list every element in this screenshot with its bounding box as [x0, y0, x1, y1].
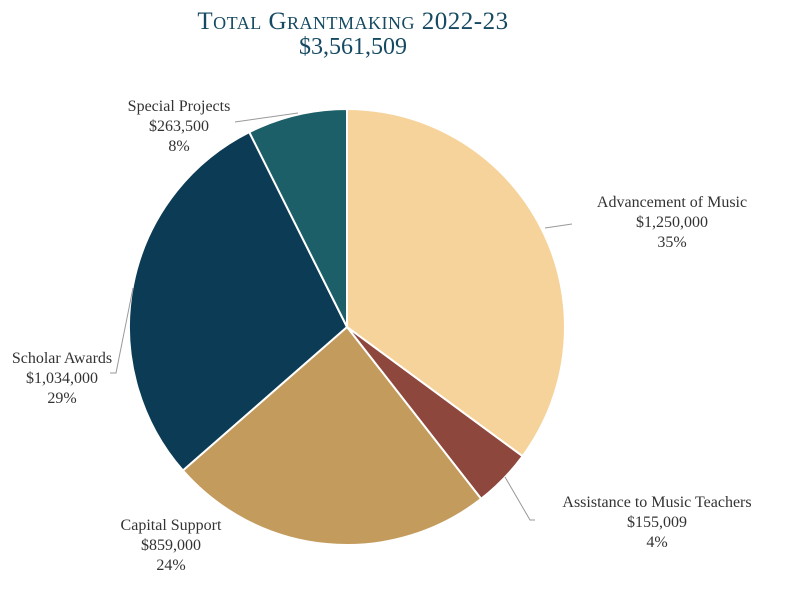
label-percent: 8% — [168, 138, 190, 155]
slice-label-advancement: Advancement of Music $1,250,000 35% — [597, 193, 747, 253]
label-name: Capital Support — [120, 517, 222, 534]
label-percent: 35% — [657, 234, 687, 251]
slice-label-assistance: Assistance to Music Teachers $155,009 4% — [562, 493, 751, 553]
label-name: Scholar Awards — [11, 350, 113, 367]
label-value: $1,250,000 — [636, 214, 708, 231]
slice-label-special: Special Projects $263,500 8% — [128, 97, 231, 157]
label-name: Special Projects — [127, 98, 231, 115]
leader-line-advancement — [544, 223, 573, 229]
label-name: Assistance to Music Teachers — [562, 494, 752, 511]
label-name: Advancement of Music — [596, 194, 748, 211]
pie-slice-advancement — [346, 107, 566, 458]
label-value: $263,500 — [148, 118, 209, 135]
label-percent: 29% — [47, 390, 77, 407]
pie-slice-scholar — [128, 130, 349, 472]
label-value: $859,000 — [140, 537, 201, 554]
label-value: $155,009 — [626, 514, 687, 531]
pie-slice-special — [247, 107, 348, 328]
label-value: $1,034,000 — [25, 370, 98, 387]
label-percent: 24% — [156, 557, 186, 574]
pie-slice-capital — [181, 325, 483, 546]
slice-label-scholar: Scholar Awards $1,034,000 29% — [12, 349, 112, 409]
leader-line-assistance — [504, 476, 535, 521]
leader-line-scholar — [110, 287, 134, 374]
chart-title: Total Grantmaking 2022-23 — [197, 8, 509, 35]
label-percent: 4% — [646, 534, 668, 551]
leader-line-special — [234, 112, 299, 123]
slice-label-capital: Capital Support $859,000 24% — [121, 516, 222, 576]
chart-subtitle: $3,561,509 — [299, 34, 407, 60]
